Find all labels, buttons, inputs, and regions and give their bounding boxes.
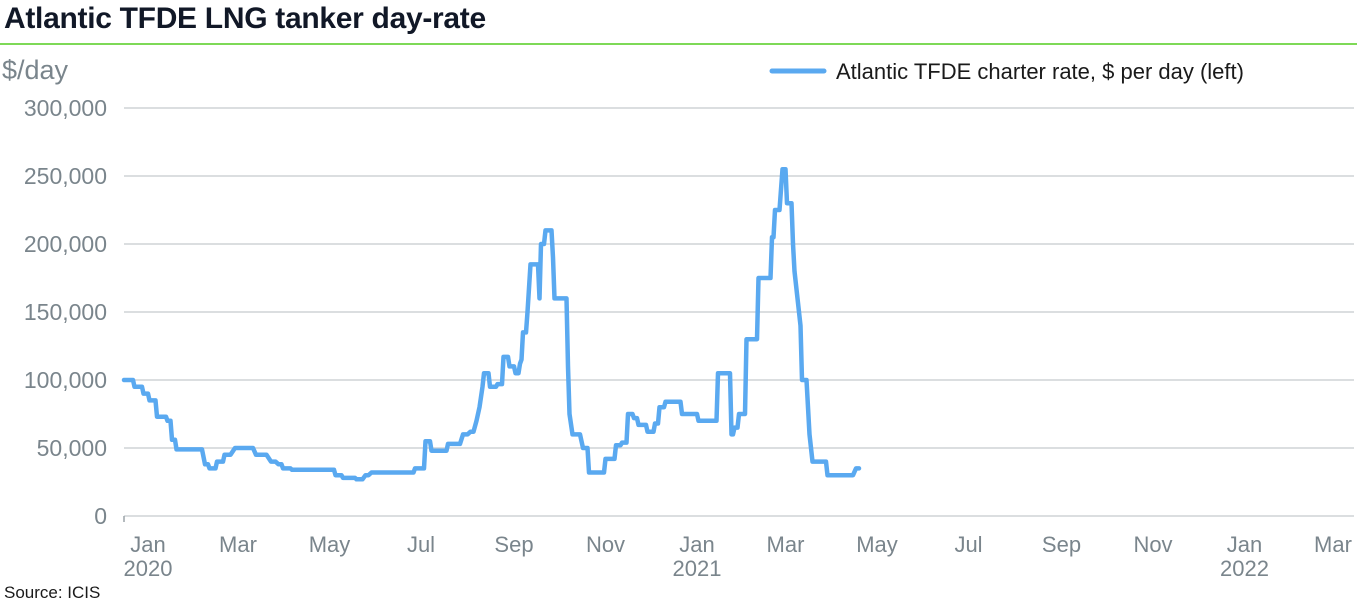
x-tick-year-label: 2022 bbox=[1220, 556, 1269, 581]
x-tick-label: Jul bbox=[954, 532, 982, 557]
source-note: Source: ICIS bbox=[4, 583, 101, 602]
y-tick-label: 150,000 bbox=[24, 299, 107, 325]
y-tick-label: 50,000 bbox=[37, 435, 107, 461]
y-tick-label: 100,000 bbox=[24, 367, 107, 393]
y-axis-unit-label: $/day bbox=[2, 55, 69, 85]
x-tick-label: Sep bbox=[494, 532, 533, 557]
x-tick-label: May bbox=[309, 532, 351, 557]
series-group bbox=[121, 166, 862, 482]
x-tick-label: Mar bbox=[1314, 532, 1352, 557]
y-tick-label: 200,000 bbox=[24, 231, 107, 257]
y-tick-label: 300,000 bbox=[24, 95, 107, 121]
x-tick-label: Mar bbox=[767, 532, 805, 557]
x-tick-label: Nov bbox=[586, 532, 625, 557]
x-tick-year-label: 2021 bbox=[673, 556, 722, 581]
x-tick-label: Jan bbox=[679, 532, 714, 557]
x-tick-label: Mar bbox=[219, 532, 257, 557]
x-tick-label: Nov bbox=[1133, 532, 1172, 557]
series-line bbox=[121, 166, 862, 482]
chart-title: Atlantic TFDE LNG tanker day-rate bbox=[4, 2, 486, 35]
legend-entry-label: Atlantic TFDE charter rate, $ per day (l… bbox=[836, 59, 1244, 84]
y-axis-ticks: 0 50,000 100,000 150,000 200,000 250,000 300,0… bbox=[24, 95, 107, 529]
x-tick-year-label: 2020 bbox=[124, 556, 173, 581]
x-tick-label: Jan bbox=[1227, 532, 1262, 557]
x-tick-label: May bbox=[856, 532, 898, 557]
y-tick-label: 250,000 bbox=[24, 163, 107, 189]
x-tick-label: Jan bbox=[130, 532, 165, 557]
gridlines bbox=[123, 107, 1354, 522]
x-tick-label: Jul bbox=[407, 532, 435, 557]
title-rule bbox=[0, 43, 1357, 45]
x-tick-label: Sep bbox=[1042, 532, 1081, 557]
y-tick-label: 0 bbox=[94, 503, 107, 529]
legend: Atlantic TFDE charter rate, $ per day (l… bbox=[769, 59, 1244, 84]
